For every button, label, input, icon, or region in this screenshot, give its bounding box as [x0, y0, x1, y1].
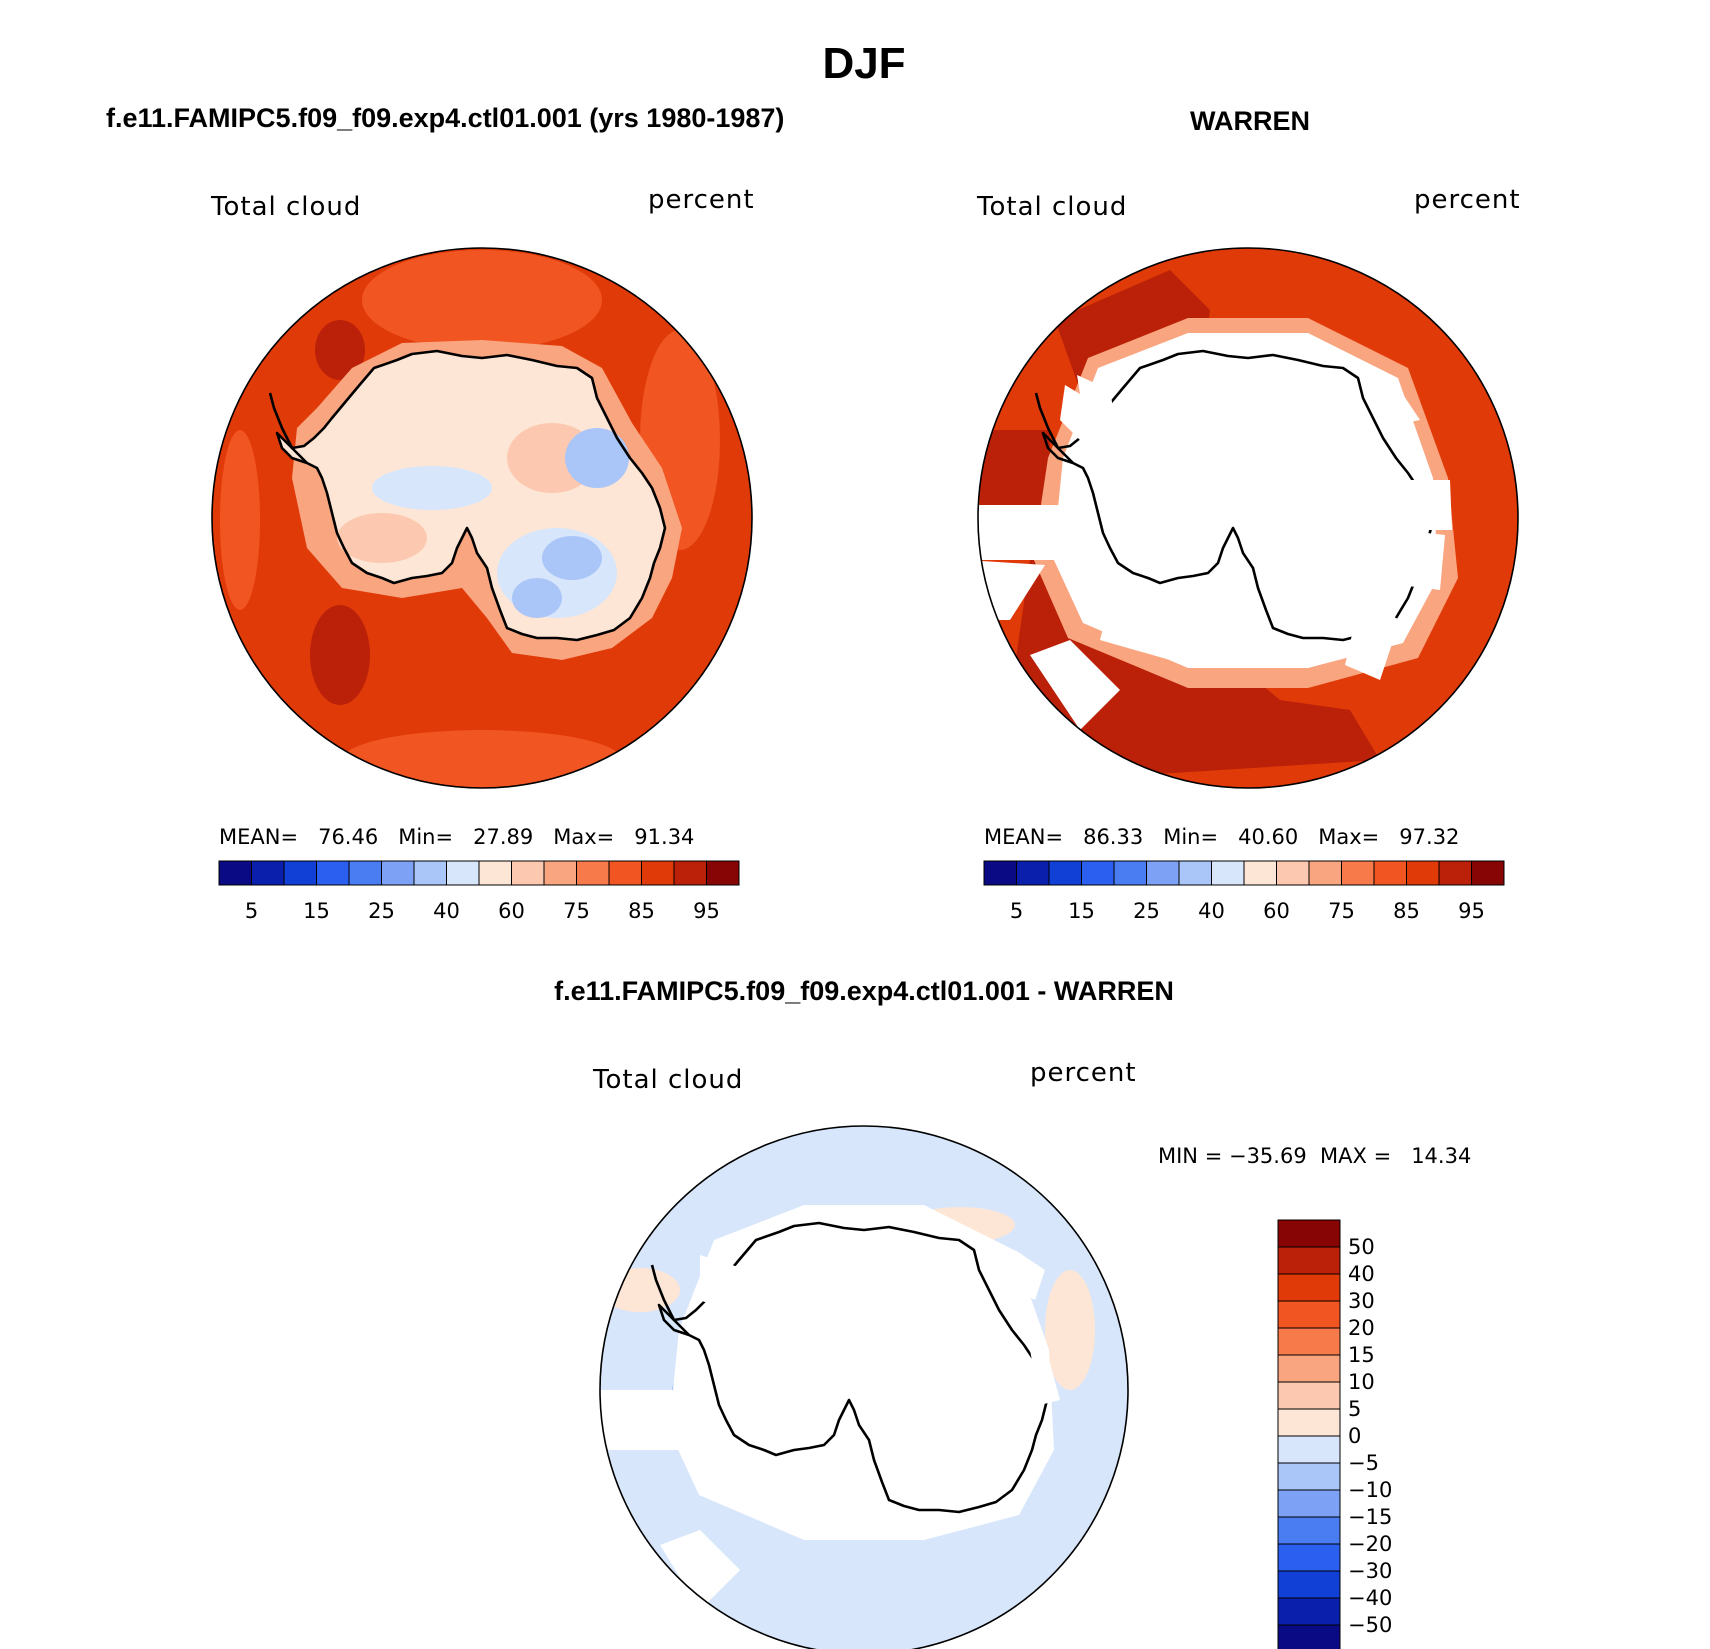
right-unit-label: percent — [1414, 185, 1521, 215]
colorbar-swatch — [1277, 1300, 1341, 1329]
colorbar-swatch — [1373, 860, 1407, 886]
colorbar-swatch — [1243, 860, 1277, 886]
colorbar-swatch — [1113, 860, 1147, 886]
colorbar-swatch — [1277, 1489, 1341, 1518]
figure-title: DJF — [822, 39, 905, 88]
colorbar-tick-label: 25 — [1133, 899, 1160, 923]
left-colorbar: 5 15 25 40 60 75 85 95 — [218, 860, 740, 923]
colorbar-swatch — [1406, 860, 1440, 886]
colorbar-tick-label: −10 — [1348, 1478, 1392, 1502]
colorbar-tick-label: 30 — [1348, 1289, 1375, 1313]
colorbar-swatch — [641, 860, 675, 886]
colorbar-tick-label: 5 — [1010, 899, 1023, 923]
left-unit-label: percent — [648, 185, 755, 215]
colorbar-tick-label: 20 — [1348, 1316, 1375, 1340]
colorbar-tick-label: 15 — [1348, 1343, 1375, 1367]
colorbar-swatch — [673, 860, 707, 886]
colorbar-swatch — [446, 860, 480, 886]
colorbar-swatch — [478, 860, 512, 886]
colorbar-tick-label: 60 — [498, 899, 525, 923]
colorbar-swatch — [1277, 1624, 1341, 1649]
bottom-map: Total cloud percent — [592, 1058, 1471, 1649]
colorbar-tick-label: 25 — [368, 899, 395, 923]
colorbar-tick-label: 0 — [1348, 1424, 1361, 1448]
colorbar-tick-label: 85 — [1393, 899, 1420, 923]
colorbar-swatch — [1211, 860, 1245, 886]
colorbar-tick-label: −5 — [1348, 1451, 1379, 1475]
colorbar-tick-label: 5 — [1348, 1397, 1361, 1421]
colorbar-swatch — [1277, 1516, 1341, 1545]
colorbar-swatch — [1276, 860, 1310, 886]
colorbar-swatch — [1308, 860, 1342, 886]
bottom-stats: MIN = −35.69 MAX = 14.34 — [1158, 1144, 1471, 1168]
colorbar-swatch — [1277, 1246, 1341, 1275]
colorbar-tick-label: 95 — [693, 899, 720, 923]
colorbar-swatch — [511, 860, 545, 886]
colorbar-tick-label: 60 — [1263, 899, 1290, 923]
colorbar-tick-label: −15 — [1348, 1505, 1392, 1529]
colorbar-tick-label: −30 — [1348, 1559, 1392, 1583]
colorbar-swatch — [1277, 1273, 1341, 1302]
colorbar-tick-label: −20 — [1348, 1532, 1392, 1556]
colorbar-swatch — [1277, 1462, 1341, 1491]
colorbar-tick-label: 15 — [1068, 899, 1095, 923]
colorbar-tick-label: 10 — [1348, 1370, 1375, 1394]
colorbar-tick-label: 15 — [303, 899, 330, 923]
colorbar-swatch — [1146, 860, 1180, 886]
colorbar-swatch — [1277, 1435, 1341, 1464]
colorbar-tick-label: 50 — [1348, 1235, 1375, 1259]
colorbar-tick-label: 85 — [628, 899, 655, 923]
colorbar-tick-label: 40 — [1198, 899, 1225, 923]
colorbar-swatch — [218, 860, 252, 886]
colorbar-swatch — [381, 860, 415, 886]
colorbar-tick-label: 75 — [563, 899, 590, 923]
bottom-panel-title: f.e11.FAMIPC5.f09_f09.exp4.ctl01.001 - W… — [554, 976, 1174, 1006]
colorbar-tick-label: 40 — [1348, 1262, 1375, 1286]
colorbar-swatch — [1277, 1219, 1341, 1248]
right-stats: MEAN= 86.33 Min= 40.60 Max= 97.32 — [984, 825, 1459, 849]
colorbar-swatch — [576, 860, 610, 886]
right-colorbar: 5 15 25 40 60 75 85 95 — [983, 860, 1505, 923]
colorbar-swatch — [706, 860, 740, 886]
left-stats: MEAN= 76.46 Min= 27.89 Max= 91.34 — [219, 825, 694, 849]
colorbar-tick-label: −40 — [1348, 1586, 1392, 1610]
colorbar-swatch — [983, 860, 1017, 886]
colorbar-tick-label: 75 — [1328, 899, 1355, 923]
bottom-variable-label: Total cloud — [592, 1065, 743, 1095]
colorbar-swatch — [543, 860, 577, 886]
right-panel-title: WARREN — [1190, 106, 1310, 136]
left-map: Total cloud percent — [210, 185, 755, 923]
colorbar-swatch — [1048, 860, 1082, 886]
colorbar-swatch — [1081, 860, 1115, 886]
left-panel-title: f.e11.FAMIPC5.f09_f09.exp4.ctl01.001 (yr… — [106, 103, 784, 133]
colorbar-swatch — [413, 860, 447, 886]
colorbar-swatch — [1277, 1408, 1341, 1437]
colorbar-swatch — [1277, 1327, 1341, 1356]
colorbar-tick-label: 95 — [1458, 899, 1485, 923]
colorbar-swatch — [316, 860, 350, 886]
colorbar-swatch — [1438, 860, 1472, 886]
colorbar-swatch — [1178, 860, 1212, 886]
colorbar-swatch — [1277, 1381, 1341, 1410]
colorbar-swatch — [251, 860, 285, 886]
colorbar-tick-label: 40 — [433, 899, 460, 923]
colorbar-swatch — [1341, 860, 1375, 886]
colorbar-tick-label: 5 — [245, 899, 258, 923]
colorbar-swatch — [1277, 1597, 1341, 1626]
left-variable-label: Total cloud — [210, 192, 361, 222]
colorbar-tick-label: −50 — [1348, 1613, 1392, 1637]
colorbar-swatch — [1016, 860, 1050, 886]
colorbar-swatch — [348, 860, 382, 886]
right-variable-label: Total cloud — [976, 192, 1127, 222]
colorbar-swatch — [1277, 1543, 1341, 1572]
colorbar-swatch — [1471, 860, 1505, 886]
colorbar-swatch — [608, 860, 642, 886]
colorbar-swatch — [1277, 1354, 1341, 1383]
right-map: Total cloud percent ME — [976, 185, 1521, 923]
colorbar-swatch — [1277, 1570, 1341, 1599]
colorbar-swatch — [283, 860, 317, 886]
bottom-unit-label: percent — [1030, 1058, 1137, 1088]
